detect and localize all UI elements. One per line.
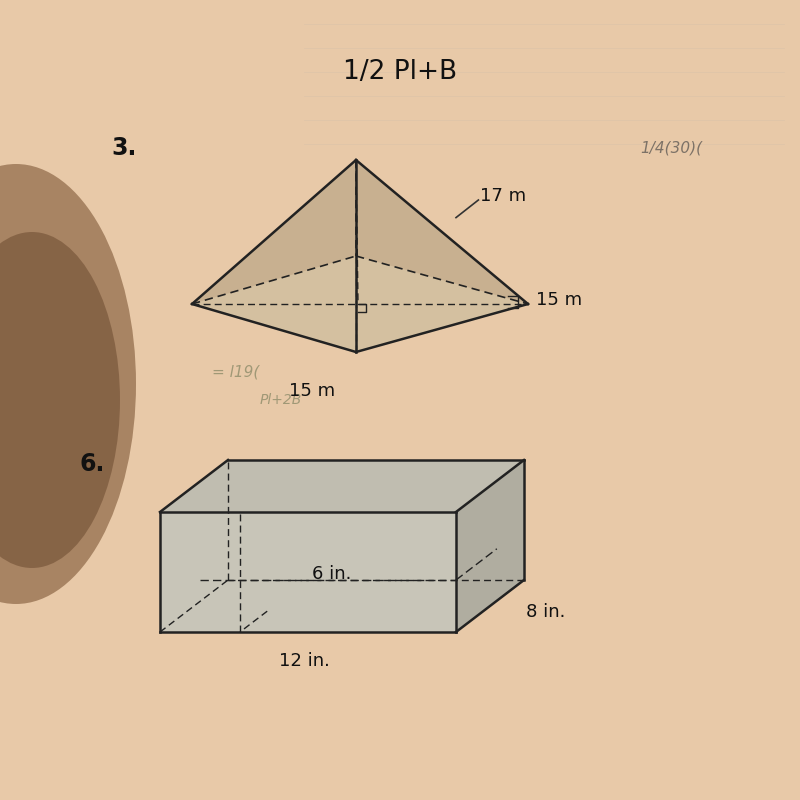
Text: 6 in.: 6 in. (312, 566, 352, 583)
Ellipse shape (0, 232, 120, 568)
Text: 1/2 Pl+B: 1/2 Pl+B (343, 59, 457, 85)
Polygon shape (192, 160, 356, 352)
Text: 17 m: 17 m (480, 187, 526, 205)
Text: 6.: 6. (79, 452, 105, 476)
Text: 8 in.: 8 in. (526, 603, 566, 621)
Text: 12 in.: 12 in. (278, 652, 330, 670)
Text: 15 m: 15 m (289, 382, 335, 400)
Polygon shape (160, 512, 456, 632)
Polygon shape (456, 460, 524, 632)
Polygon shape (356, 160, 528, 304)
Text: = l19(: = l19( (212, 365, 259, 379)
Text: 1/4(30)(: 1/4(30)( (640, 141, 702, 155)
Polygon shape (356, 160, 528, 352)
Polygon shape (192, 160, 356, 304)
Text: Pl+2B: Pl+2B (260, 393, 302, 407)
Text: 15 m: 15 m (536, 291, 582, 309)
Ellipse shape (0, 164, 136, 604)
Polygon shape (160, 460, 524, 512)
Text: 3.: 3. (111, 136, 137, 160)
